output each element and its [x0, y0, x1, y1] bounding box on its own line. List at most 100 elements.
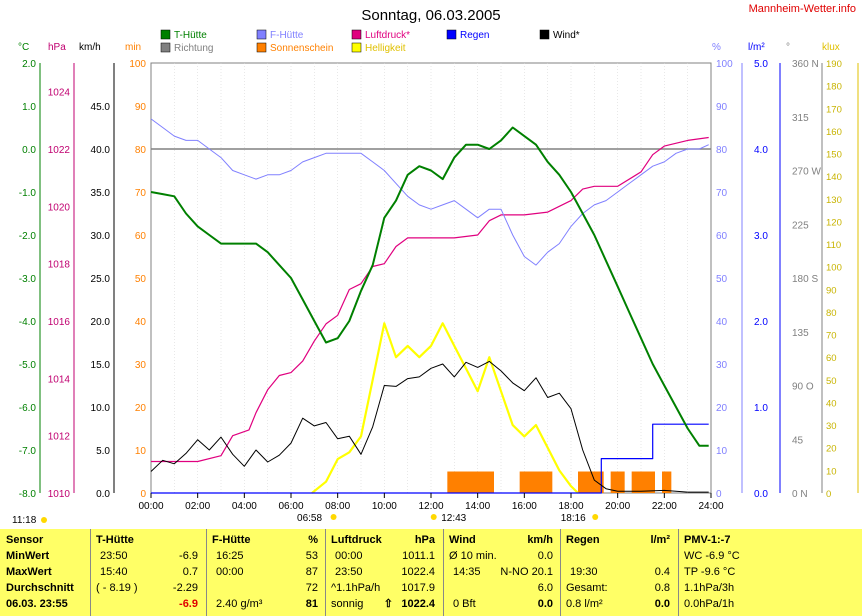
lux-tick-label: 20: [826, 444, 837, 455]
lux-tick-label: 120: [826, 217, 842, 228]
r-max-value: 0.4: [654, 566, 670, 578]
time-tick-label: 14:00: [465, 501, 490, 512]
regen-unit: l/m²: [650, 534, 670, 546]
wind-tick-label: 30.0: [91, 231, 111, 242]
humidity-tick-label: 60: [716, 231, 728, 242]
time-tick-label: 24:00: [698, 501, 723, 512]
direction-tick-label: 135: [792, 328, 809, 339]
x-axis: 00:00 02:00 04:00 06:00 08:00 10:00 12:00 14:00…: [12, 493, 724, 526]
min-label: MinWert: [6, 550, 50, 562]
legend-label: Richtung: [174, 43, 213, 54]
temp-tick-label: -4.0: [19, 317, 37, 328]
lux-tick-label: 150: [826, 150, 842, 161]
r-total-label: Gesamt:: [566, 582, 608, 594]
lux-tick-label: 40: [826, 398, 837, 409]
unit-sun: min: [125, 42, 141, 53]
time-tick-label: 20:00: [605, 501, 630, 512]
legend-label: T-Hütte: [174, 30, 207, 41]
luftdruck-header: Luftdruck: [331, 534, 382, 546]
t-min-value: -6.9: [179, 550, 198, 562]
time-tick-label: 02:00: [185, 501, 210, 512]
pressure-tick-label: 1020: [48, 202, 71, 213]
lux-tick-label: 50: [826, 376, 837, 387]
sunset-label: 18:16: [561, 513, 586, 524]
time-tick-label: 10:00: [372, 501, 397, 512]
lux-tick-label: 190: [826, 59, 842, 70]
sun-tick-label: 60: [135, 231, 147, 242]
time-tick-label: 04:00: [232, 501, 257, 512]
site-label: Mannheim-Wetter.info: [749, 3, 856, 15]
pressure-tick-label: 1022: [48, 145, 71, 156]
w-avg10-value: 0.0: [537, 550, 553, 562]
pressure-tick-label: 1018: [48, 260, 71, 271]
solar-noon-icon: [430, 514, 437, 520]
weather-chart: Sonntag, 06.03.2005 Mannheim-Wetter.info…: [12, 3, 859, 526]
pressure-trend-3h: 1.1hPa/3h: [684, 582, 735, 594]
p-forecast: sonnig: [331, 598, 364, 610]
arrow-up-icon: ⇧: [383, 598, 393, 610]
time-tick-label: 06:00: [278, 501, 303, 512]
sun-tick-label: 70: [135, 188, 147, 199]
sun-tick-label: 100: [129, 59, 146, 70]
f-current-value: 81: [305, 598, 318, 610]
luftdruck-unit: hPa: [414, 534, 435, 546]
wind-tick-label: 45.0: [91, 102, 111, 113]
humidity-tick-label: 100: [716, 59, 733, 70]
time-tick-label: 22:00: [652, 501, 677, 512]
p-max-value: 1022.4: [401, 566, 435, 578]
pmv-column: PMV-1:-7 WC -6.9 °C TP -9.6 °C 1.1hPa/3h…: [684, 529, 860, 616]
p-current-value: 1022.4: [401, 598, 435, 610]
solar-noon-label: 12:43: [441, 513, 466, 524]
t-max-time: 15:40: [100, 566, 128, 578]
humidity-tick-label: 20: [716, 403, 728, 414]
direction-tick-label: 90 O: [792, 382, 814, 393]
f-huette-unit: %: [308, 534, 318, 546]
r-day-total: 0.8 l/m²: [566, 598, 603, 610]
temp-tick-label: 2.0: [22, 59, 36, 70]
lux-tick-label: 180: [826, 82, 842, 93]
humidity-tick-label: 10: [716, 446, 728, 457]
temp-tick-label: -1.0: [19, 188, 37, 199]
wind-tick-label: 5.0: [96, 446, 110, 457]
lux-tick-label: 90: [826, 285, 837, 296]
r-total-value: 0.8: [654, 582, 670, 594]
f-min-value: 53: [305, 550, 318, 562]
w-max-time: 14:35: [453, 566, 481, 578]
legend-swatch: [351, 42, 362, 53]
legend-label: Wind*: [553, 30, 580, 41]
sun-tick-label: 80: [135, 145, 147, 156]
windchill: WC -6.9 °C: [684, 550, 740, 562]
t-avg-note: ( - 8.19 ): [96, 582, 138, 594]
summary-panel: Sensor MinWert MaxWert Durchschnitt 06.0…: [0, 529, 862, 616]
wind-unit: km/h: [527, 534, 553, 546]
sensor-header: Sensor: [6, 534, 44, 546]
humidity-tick-label: 40: [716, 317, 728, 328]
sun-tick-label: 10: [135, 446, 147, 457]
legend-swatch: [160, 42, 171, 53]
unit-pressure: hPa: [48, 42, 66, 53]
lux-tick-label: 170: [826, 104, 842, 115]
p-trend: ^1.1hPa/h: [331, 582, 381, 594]
max-label: MaxWert: [6, 566, 52, 578]
legend-label: F-Hütte: [270, 30, 304, 41]
t-huette-header: T-Hütte: [96, 534, 134, 546]
direction-tick-label: 0 N: [792, 489, 808, 500]
wind-tick-label: 35.0: [91, 188, 111, 199]
lux-tick-label: 100: [826, 263, 842, 274]
pressure-tick-label: 1024: [48, 88, 71, 99]
f-huette-column: F-Hütte% 16:25 53 00:00 87 72 2.40 g/m³ 81: [212, 529, 320, 616]
temp-tick-label: -3.0: [19, 274, 37, 285]
temp-tick-label: 0.0: [22, 145, 36, 156]
r-current-value: 0.0: [654, 598, 670, 610]
regen-line: [151, 423, 709, 494]
direction-tick-label: 270 W: [792, 167, 821, 178]
sun-tick-label: 30: [135, 360, 147, 371]
rain-tick-label: 5.0: [754, 59, 768, 70]
legend-label: Sonnenschein: [270, 43, 333, 54]
legend-label: Helligkeit: [365, 43, 406, 54]
lux-tick-label: 110: [826, 240, 841, 251]
f-abs-humidity: 2.40 g/m³: [216, 598, 263, 610]
sunshine-bar: [447, 471, 494, 493]
time-tick-label: 18:00: [558, 501, 583, 512]
t-current-value: -6.9: [179, 598, 198, 610]
